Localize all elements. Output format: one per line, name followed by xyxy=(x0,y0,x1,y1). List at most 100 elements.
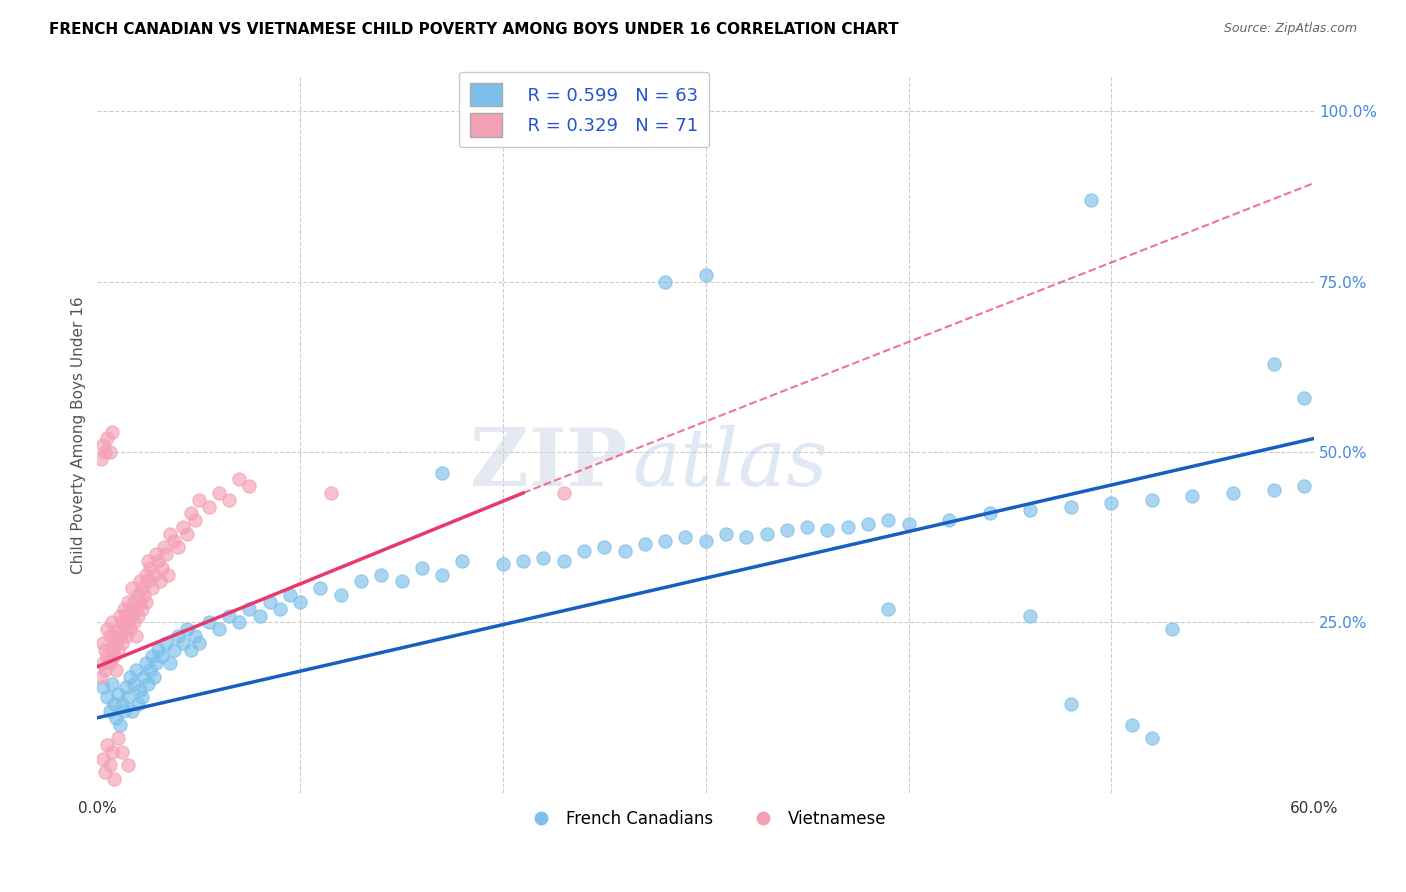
French Canadians xyxy=(159,657,181,671)
Vietnamese xyxy=(111,745,134,759)
French Canadians xyxy=(269,601,291,615)
French Canadians xyxy=(278,588,301,602)
Vietnamese xyxy=(129,574,152,589)
Vietnamese xyxy=(118,622,141,636)
French Canadians xyxy=(108,717,131,731)
Vietnamese xyxy=(103,772,125,786)
Text: Source: ZipAtlas.com: Source: ZipAtlas.com xyxy=(1223,22,1357,36)
French Canadians xyxy=(139,663,162,677)
French Canadians xyxy=(553,554,575,568)
Vietnamese xyxy=(94,445,117,459)
French Canadians xyxy=(695,533,717,548)
Vietnamese xyxy=(159,526,181,541)
Vietnamese xyxy=(94,765,117,780)
Y-axis label: Child Poverty Among Boys Under 16: Child Poverty Among Boys Under 16 xyxy=(72,296,86,574)
Vietnamese xyxy=(139,561,162,575)
French Canadians xyxy=(98,704,121,718)
French Canadians xyxy=(735,530,758,544)
Vietnamese xyxy=(96,738,118,752)
French Canadians xyxy=(370,567,392,582)
Vietnamese xyxy=(145,547,167,561)
French Canadians xyxy=(155,636,177,650)
Text: ZIP: ZIP xyxy=(470,425,627,503)
French Canadians xyxy=(1292,391,1315,405)
French Canadians xyxy=(329,588,352,602)
Vietnamese xyxy=(129,595,152,609)
Vietnamese xyxy=(553,486,575,500)
Vietnamese xyxy=(93,636,115,650)
French Canadians xyxy=(249,608,271,623)
French Canadians xyxy=(613,544,636,558)
French Canadians xyxy=(430,567,453,582)
French Canadians xyxy=(1263,357,1285,371)
French Canadians xyxy=(815,524,838,538)
Vietnamese xyxy=(100,642,122,657)
French Canadians xyxy=(150,649,173,664)
French Canadians xyxy=(1019,503,1042,517)
French Canadians xyxy=(167,629,190,643)
French Canadians xyxy=(107,687,129,701)
Vietnamese xyxy=(228,472,250,486)
French Canadians xyxy=(1222,486,1244,500)
French Canadians xyxy=(837,520,859,534)
French Canadians xyxy=(1292,479,1315,493)
Vietnamese xyxy=(143,567,166,582)
Vietnamese xyxy=(111,636,134,650)
Vietnamese xyxy=(125,601,148,615)
French Canadians xyxy=(117,690,139,705)
French Canadians xyxy=(1140,492,1163,507)
Vietnamese xyxy=(90,451,112,466)
French Canadians xyxy=(1121,717,1143,731)
French Canadians xyxy=(131,690,153,705)
Vietnamese xyxy=(131,582,153,596)
French Canadians xyxy=(634,537,657,551)
French Canadians xyxy=(492,558,515,572)
French Canadians xyxy=(979,507,1001,521)
Vietnamese xyxy=(163,533,186,548)
French Canadians xyxy=(654,275,676,289)
French Canadians xyxy=(163,642,186,657)
French Canadians xyxy=(148,642,170,657)
French Canadians xyxy=(187,636,209,650)
Vietnamese xyxy=(167,541,190,555)
French Canadians xyxy=(176,622,198,636)
Vietnamese xyxy=(118,601,141,615)
French Canadians xyxy=(1060,500,1083,514)
French Canadians xyxy=(1181,489,1204,503)
Vietnamese xyxy=(93,751,115,765)
Vietnamese xyxy=(108,608,131,623)
French Canadians xyxy=(143,670,166,684)
French Canadians xyxy=(288,595,311,609)
Vietnamese xyxy=(153,541,176,555)
French Canadians xyxy=(714,526,737,541)
French Canadians xyxy=(141,649,163,664)
Vietnamese xyxy=(117,758,139,772)
French Canadians xyxy=(776,524,799,538)
French Canadians xyxy=(1263,483,1285,497)
Vietnamese xyxy=(218,492,240,507)
French Canadians xyxy=(259,595,281,609)
Vietnamese xyxy=(121,608,143,623)
French Canadians xyxy=(1080,193,1102,207)
French Canadians xyxy=(755,526,778,541)
French Canadians xyxy=(103,697,125,711)
Vietnamese xyxy=(107,642,129,657)
French Canadians xyxy=(938,513,960,527)
French Canadians xyxy=(218,608,240,623)
French Canadians xyxy=(512,554,534,568)
Vietnamese xyxy=(187,492,209,507)
French Canadians xyxy=(533,550,555,565)
French Canadians xyxy=(796,520,818,534)
French Canadians xyxy=(1140,731,1163,746)
French Canadians xyxy=(127,697,149,711)
Vietnamese xyxy=(176,526,198,541)
Vietnamese xyxy=(96,432,118,446)
Vietnamese xyxy=(93,657,115,671)
French Canadians xyxy=(1019,608,1042,623)
Vietnamese xyxy=(100,745,122,759)
French Canadians xyxy=(183,629,205,643)
French Canadians xyxy=(695,268,717,282)
French Canadians xyxy=(135,657,157,671)
French Canadians xyxy=(877,601,900,615)
Vietnamese xyxy=(238,479,260,493)
